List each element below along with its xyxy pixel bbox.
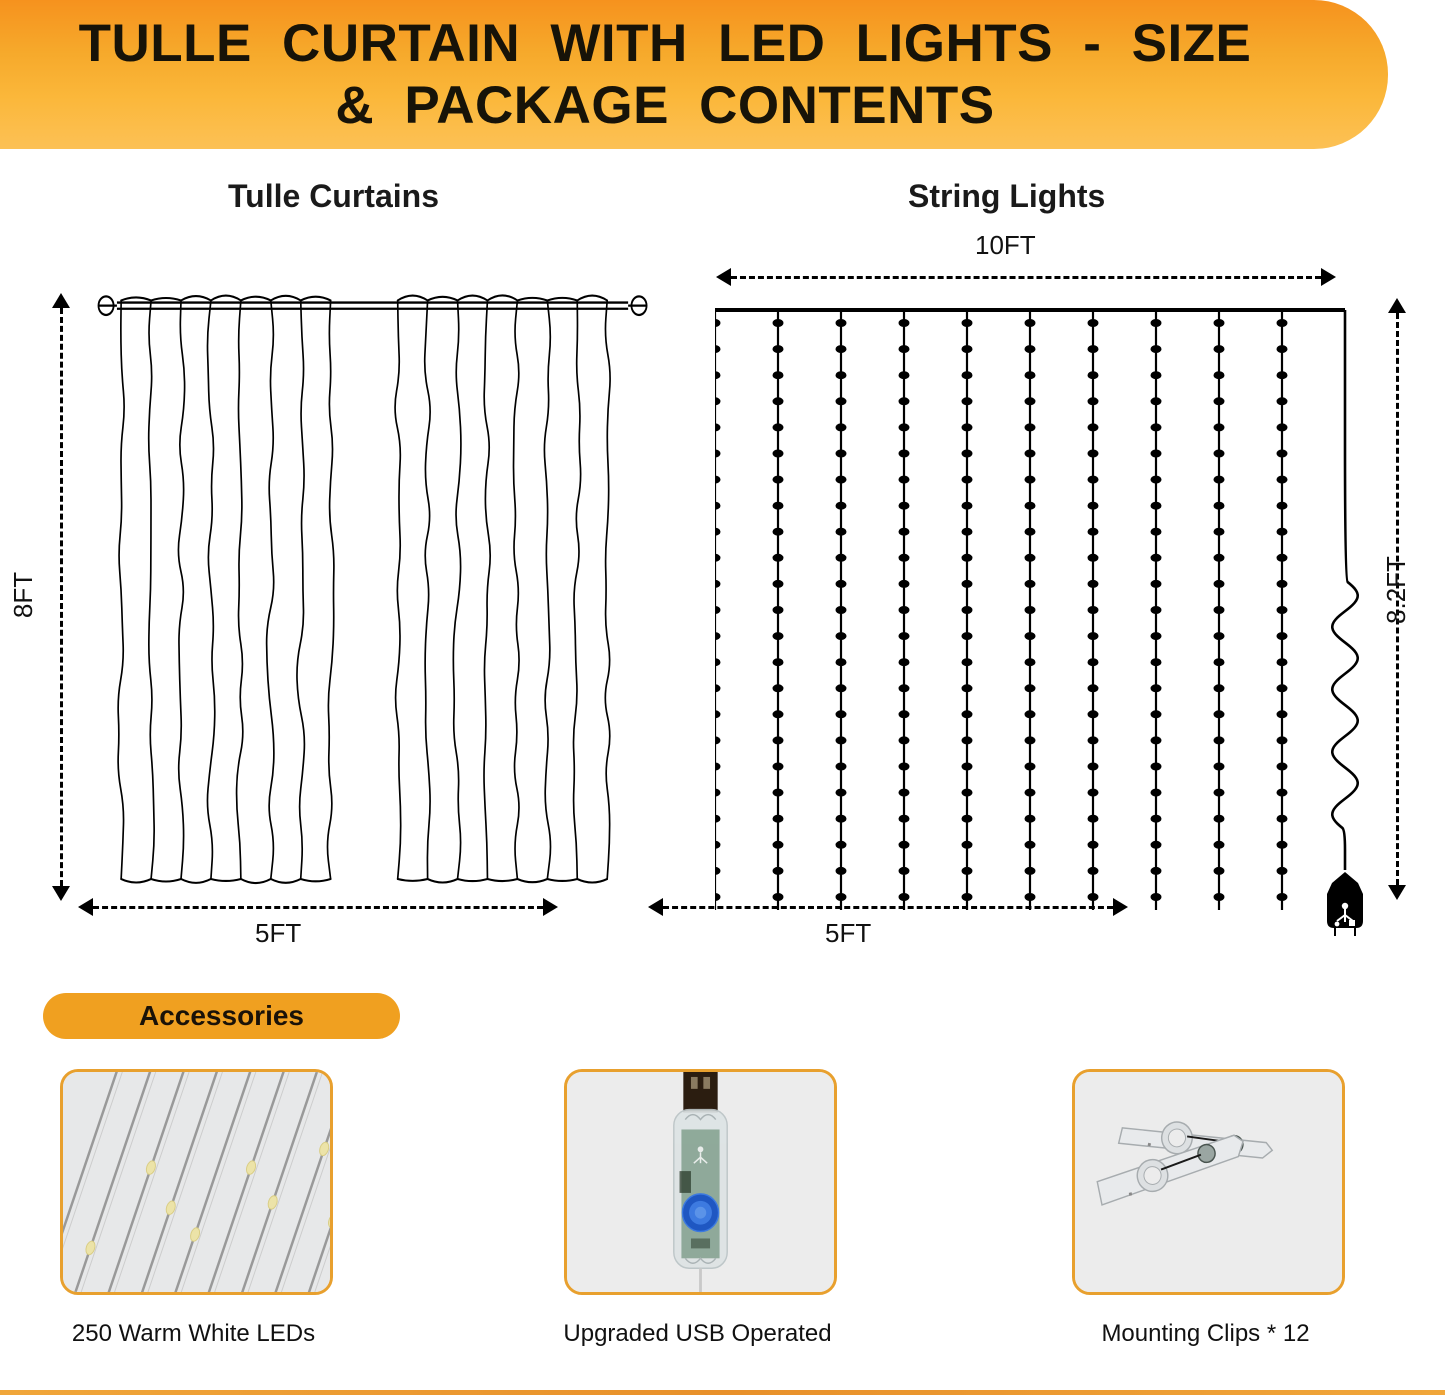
svg-text:8FT: 8FT — [8, 572, 38, 618]
svg-text:8.2FT: 8.2FT — [1381, 556, 1411, 624]
